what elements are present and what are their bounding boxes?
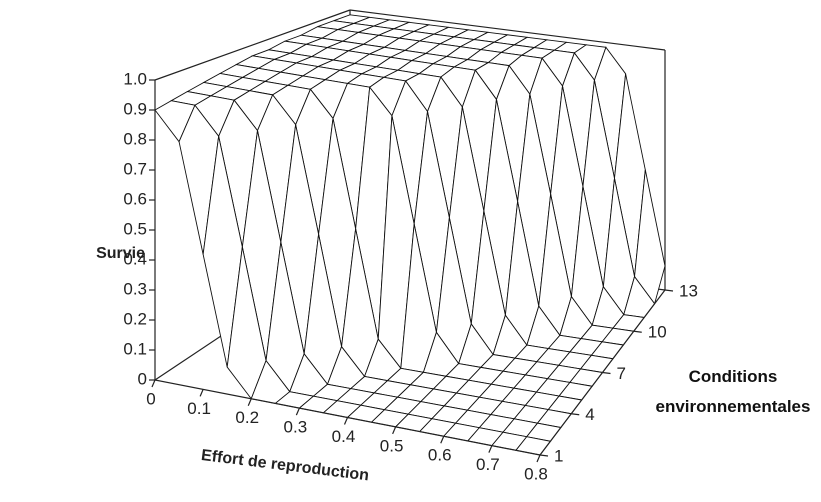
z-tick-label: 1.0 — [123, 69, 147, 88]
x-tick — [151, 379, 156, 388]
x-tick — [392, 426, 397, 435]
z-tick-label: 0.5 — [123, 219, 147, 238]
box-edge — [154, 9, 351, 81]
y-tick-label: 4 — [585, 405, 594, 424]
x-tick — [536, 454, 541, 463]
z-tick-label: 0.7 — [123, 159, 147, 178]
y-tick-label: 7 — [617, 364, 626, 383]
x-tick — [343, 417, 349, 425]
x-tick — [488, 445, 493, 453]
x-axis-label: Effort de reproduction — [200, 447, 370, 484]
z-tick-label: 0.3 — [123, 279, 147, 298]
y-tick-label: 13 — [679, 281, 698, 300]
x-tick-label: 0.1 — [187, 399, 211, 418]
x-tick-label: 0.8 — [524, 464, 548, 483]
z-tick-label: 0.8 — [123, 129, 147, 148]
x-tick-label: 0 — [146, 389, 155, 408]
x-tick — [295, 407, 300, 416]
x-tick-label: 0.6 — [428, 446, 452, 465]
x-tick — [199, 389, 204, 397]
box-edge — [349, 9, 666, 51]
z-tick-label: 0.4 — [123, 249, 147, 268]
x-tick — [247, 398, 252, 406]
y-tick — [633, 330, 642, 333]
y-tick-label: 1 — [554, 446, 563, 465]
y-tick — [539, 454, 549, 457]
z-tick-label: 0.1 — [123, 339, 147, 358]
z-tick-label: 0.2 — [123, 309, 147, 328]
y-tick — [664, 289, 674, 292]
z-axis-label: Survie — [96, 245, 145, 262]
x-tick-label: 0.3 — [284, 418, 308, 437]
x-tick-label: 0.5 — [380, 436, 404, 455]
z-tick-label: 0 — [138, 369, 147, 388]
y-tick-label: 10 — [648, 323, 667, 342]
x-tick-label: 0.2 — [235, 408, 259, 427]
y-tick — [602, 371, 611, 375]
x-tick-label: 0.7 — [476, 455, 500, 474]
y-tick — [571, 413, 580, 416]
y-axis-label: Conditions environnementales — [655, 367, 811, 416]
z-tick-label: 0.6 — [123, 189, 147, 208]
z-tick-label: 0.9 — [123, 99, 147, 118]
x-tick-label: 0.4 — [332, 427, 356, 446]
x-tick — [440, 436, 445, 444]
